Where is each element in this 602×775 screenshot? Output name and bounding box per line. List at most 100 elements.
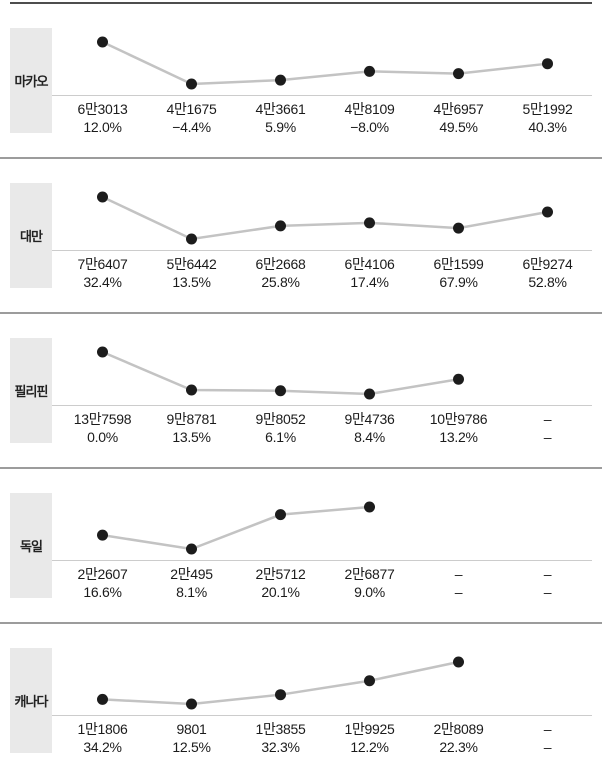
spark-dot xyxy=(97,36,108,48)
spark-dot xyxy=(275,74,286,86)
pct-text: 13.5% xyxy=(172,273,211,290)
spark-dot xyxy=(186,543,197,555)
spark-dot xyxy=(97,693,108,705)
data-cell: 2만495 8.1% xyxy=(147,566,236,601)
country-row: 필리핀 13만7598 0.0% 9만8781 13.5% 9만8052 6.1% 9만47… xyxy=(0,314,602,469)
value-text: 2만2607 xyxy=(77,566,128,582)
pct-text: 22.3% xyxy=(439,738,478,755)
value-text: 4만1675 xyxy=(166,101,217,117)
spark-dot xyxy=(364,217,375,229)
data-cell: 4만8109 −8.0% xyxy=(325,101,414,136)
data-cell: 6만3013 12.0% xyxy=(58,101,147,136)
spark-dot xyxy=(542,58,553,70)
value-text: 6만3013 xyxy=(77,101,128,117)
values-row: 6만3013 12.0% 4만1675 −4.4% 4만3661 5.9% 4만8109 −8… xyxy=(58,101,592,136)
data-cell: – – xyxy=(503,721,592,756)
value-text: 1만1806 xyxy=(77,721,128,737)
data-cell: 5만1992 40.3% xyxy=(503,101,592,136)
value-text: 7만6407 xyxy=(77,256,128,272)
data-cell: 2만6877 9.0% xyxy=(325,566,414,601)
chart-baseline xyxy=(52,405,592,406)
pct-text: 32.4% xyxy=(83,273,122,290)
sparkline-chart xyxy=(97,501,375,555)
value-text: 2만5712 xyxy=(255,566,306,582)
value-text: – xyxy=(543,566,552,582)
country-rows: 마카오 6만3013 12.0% 4만1675 −4.4% 4만3661 5.9% 4만81… xyxy=(0,4,602,774)
chart-baseline xyxy=(52,250,592,251)
data-cell: – – xyxy=(503,566,592,601)
data-cell: 1만3855 32.3% xyxy=(236,721,325,756)
country-label: 캐나다 xyxy=(10,648,52,753)
chart-baseline xyxy=(52,715,592,716)
spark-line xyxy=(102,505,370,551)
spark-dot xyxy=(97,191,108,203)
pct-text: 13.2% xyxy=(439,428,478,445)
spark-line xyxy=(101,40,548,86)
spark-dot xyxy=(186,233,197,245)
pct-text: 9.0% xyxy=(354,583,385,600)
country-row: 캐나다 1만1806 34.2% 9801 12.5% 1만3855 32.3% 1만992… xyxy=(0,624,602,774)
value-text: 1만9925 xyxy=(344,721,395,737)
spark-dot xyxy=(453,68,464,80)
data-cell: 4만6957 49.5% xyxy=(414,101,503,136)
pct-text: – xyxy=(454,583,463,600)
value-text: 6만9274 xyxy=(522,256,573,272)
values-row: 13만7598 0.0% 9만8781 13.5% 9만8052 6.1% 9만4736 8.… xyxy=(58,411,592,446)
data-cell: 4만1675 −4.4% xyxy=(147,101,236,136)
sparkline-chart xyxy=(97,656,464,710)
spark-dot xyxy=(364,65,375,77)
data-cell: 2만8089 22.3% xyxy=(414,721,503,756)
spark-dot xyxy=(453,222,464,234)
pct-text: 52.8% xyxy=(528,273,567,290)
spark-dot xyxy=(97,346,108,358)
data-cell: 7만6407 32.4% xyxy=(58,256,147,291)
value-text: 1만3855 xyxy=(255,721,306,737)
country-label: 대만 xyxy=(10,183,52,288)
value-text: 5만1992 xyxy=(522,101,573,117)
spark-dot xyxy=(186,78,197,90)
value-text: 9801 xyxy=(176,721,207,737)
values-row: 1만1806 34.2% 9801 12.5% 1만3855 32.3% 1만9925 12.… xyxy=(58,721,592,756)
pct-text: 34.2% xyxy=(83,738,122,755)
spark-dot xyxy=(275,689,286,701)
data-cell: 6만4106 17.4% xyxy=(325,256,414,291)
values-row: 2만2607 16.6% 2만495 8.1% 2만5712 20.1% 2만6877 9.0… xyxy=(58,566,592,601)
data-cell: 1만9925 12.2% xyxy=(325,721,414,756)
top-rule xyxy=(10,2,592,4)
spark-dot xyxy=(186,698,197,710)
spark-dot xyxy=(97,529,108,541)
data-cell: – – xyxy=(414,566,503,601)
value-text: – xyxy=(454,566,463,582)
pct-text: −8.0% xyxy=(350,118,389,135)
value-text: 6만4106 xyxy=(344,256,395,272)
data-cell: 9만8781 13.5% xyxy=(147,411,236,446)
country-label: 독일 xyxy=(10,493,52,598)
sparkline-chart xyxy=(97,36,553,90)
value-text: 4만8109 xyxy=(344,101,395,117)
spark-line xyxy=(101,195,548,241)
chart-baseline xyxy=(52,560,592,561)
pct-text: – xyxy=(543,583,552,600)
pct-text: 8.1% xyxy=(176,583,207,600)
pct-text: 32.3% xyxy=(261,738,300,755)
country-label: 필리핀 xyxy=(10,338,52,443)
value-text: 4만3661 xyxy=(255,101,306,117)
spark-dot xyxy=(542,206,553,218)
value-text: 10만9786 xyxy=(429,411,488,427)
data-cell: 9만4736 8.4% xyxy=(325,411,414,446)
data-cell: 1만1806 34.2% xyxy=(58,721,147,756)
data-cell: 9801 12.5% xyxy=(147,721,236,756)
country-row: 마카오 6만3013 12.0% 4만1675 −4.4% 4만3661 5.9% 4만81… xyxy=(0,4,602,159)
spark-dot xyxy=(364,501,375,513)
data-cell: 6만9274 52.8% xyxy=(503,256,592,291)
data-cell: 10만9786 13.2% xyxy=(414,411,503,446)
pct-text: 8.4% xyxy=(354,428,385,445)
value-text: 6만2668 xyxy=(255,256,306,272)
data-cell: 2만2607 16.6% xyxy=(58,566,147,601)
pct-text: 17.4% xyxy=(350,273,389,290)
spark-dot xyxy=(453,656,464,668)
data-cell: 9만8052 6.1% xyxy=(236,411,325,446)
data-cell: 13만7598 0.0% xyxy=(58,411,147,446)
data-cell: 5만6442 13.5% xyxy=(147,256,236,291)
